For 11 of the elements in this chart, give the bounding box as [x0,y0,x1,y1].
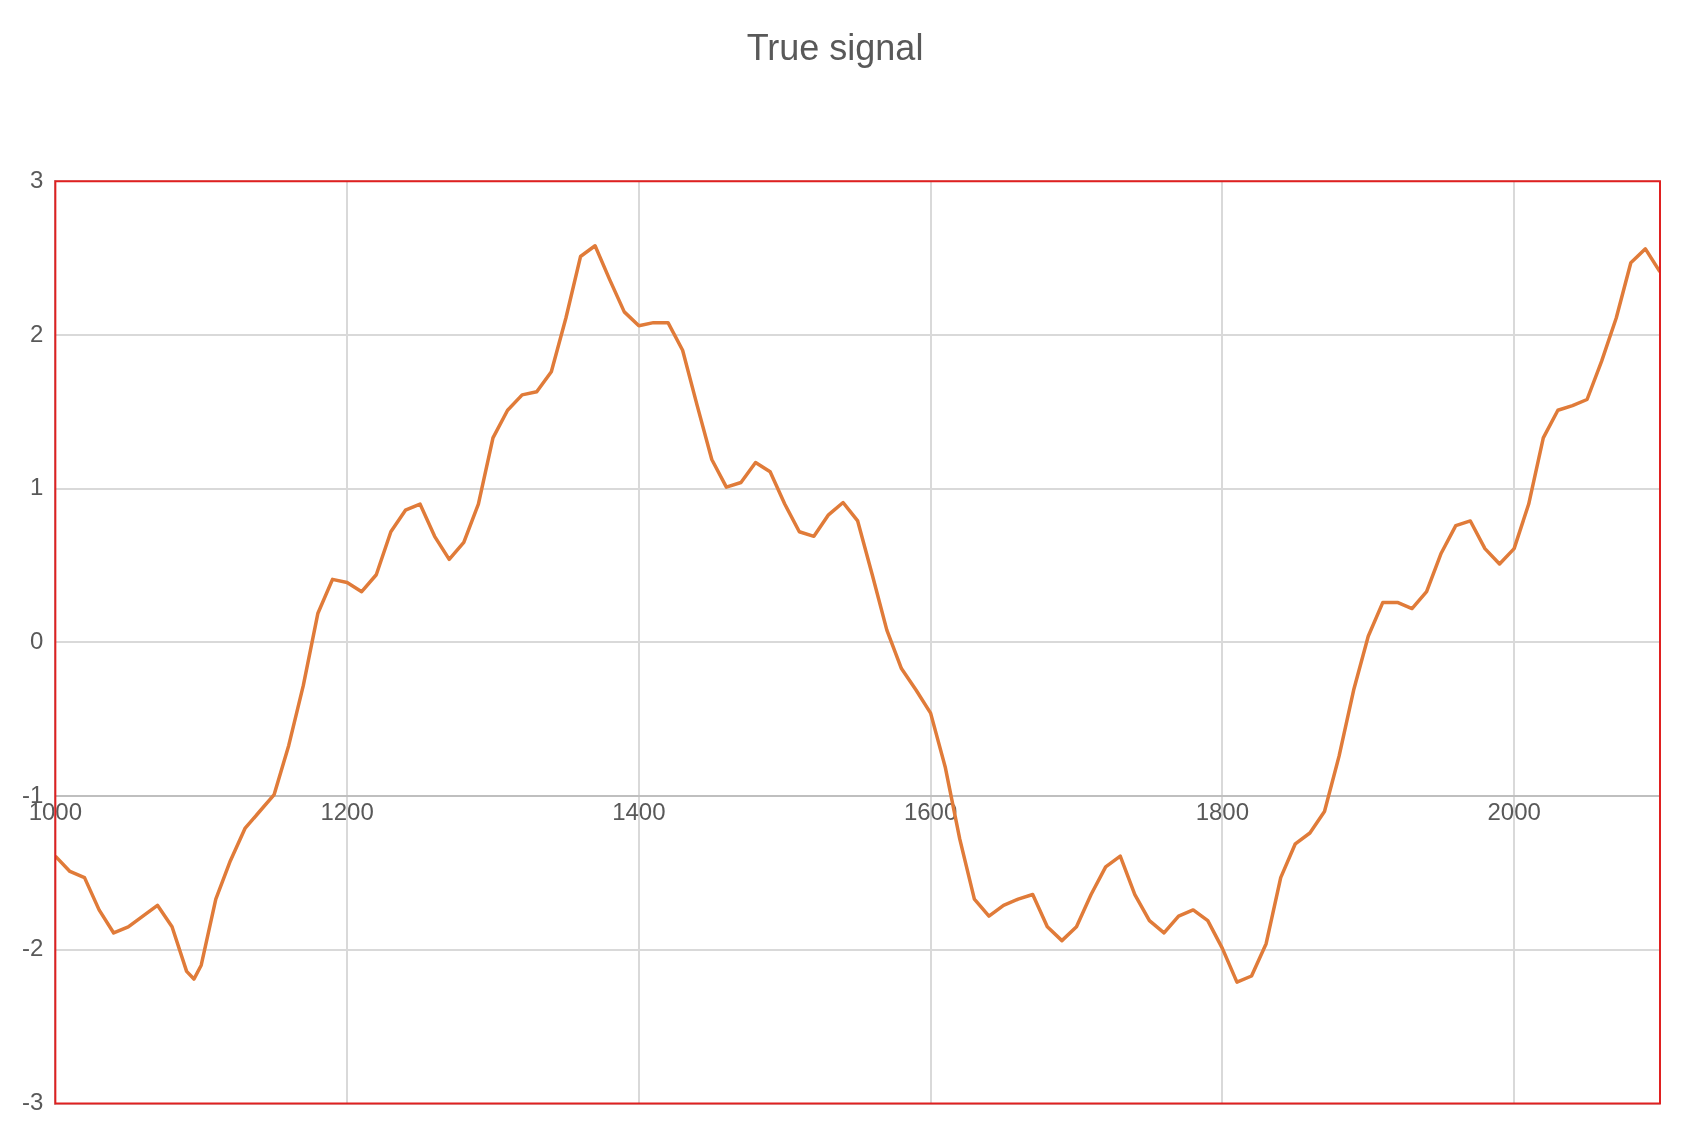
x-tick-label: 2000 [1487,798,1541,826]
y-tick-label: 3 [29,165,44,193]
y-tick-label: -3 [22,1088,44,1116]
y-tick-label: 1 [29,473,44,501]
x-tick-label: 1400 [612,798,666,826]
x-tick-label: 1200 [320,798,374,826]
x-tick-label: 1800 [1195,798,1250,826]
y-tick-label: 2 [29,319,44,347]
y-tick-label: -2 [22,934,44,962]
chart-title: True signal [746,26,924,68]
y-tick-label: 0 [29,627,44,655]
